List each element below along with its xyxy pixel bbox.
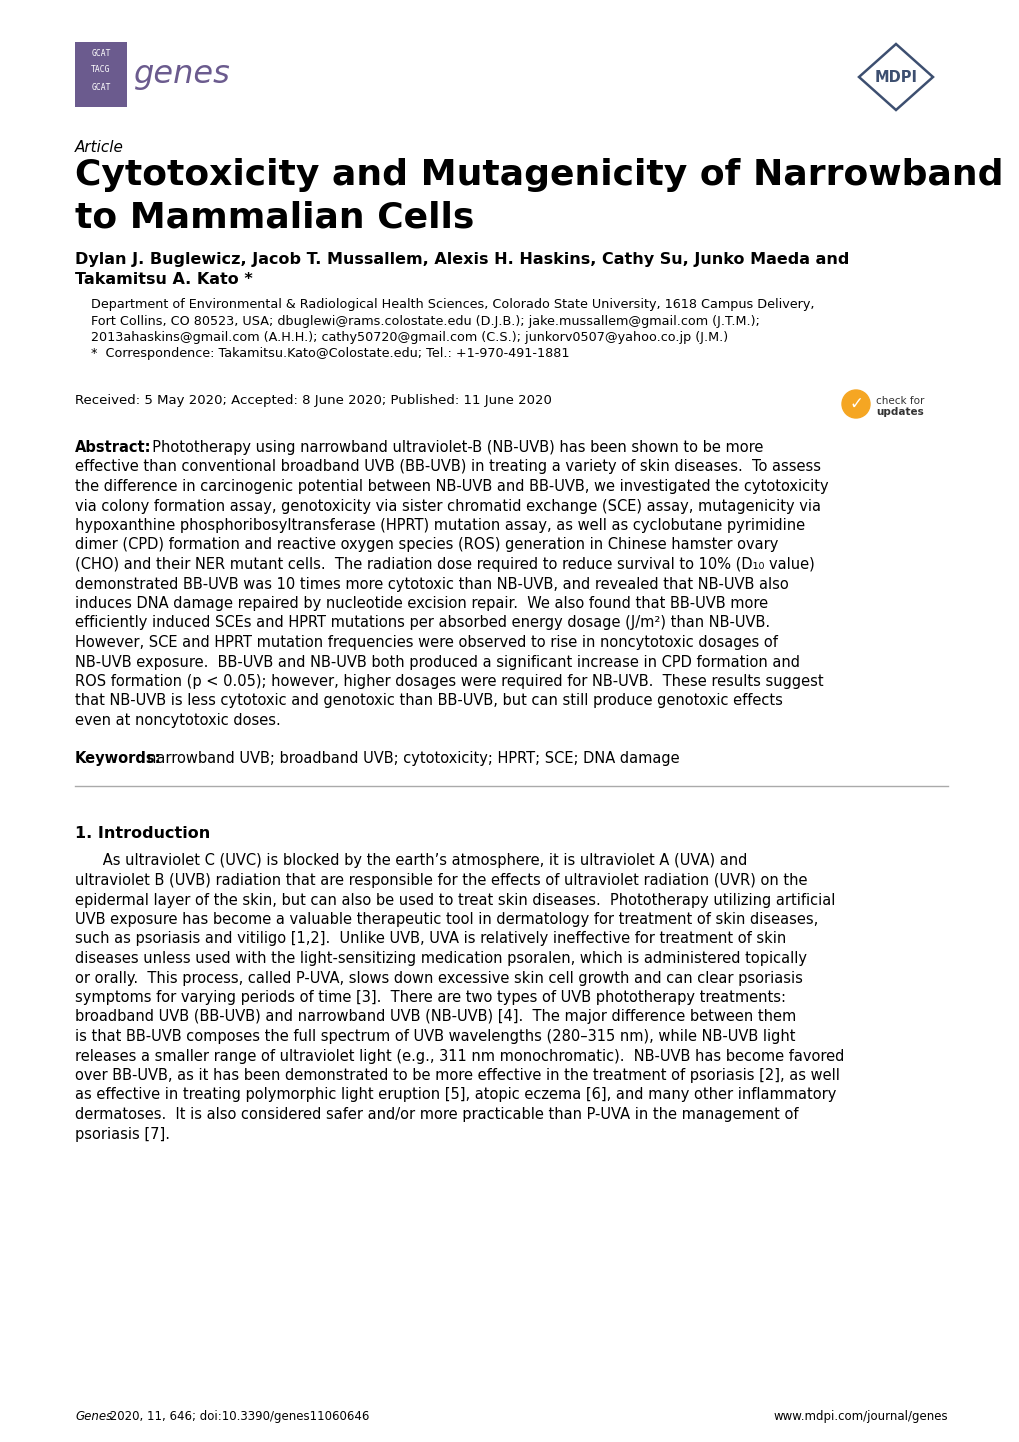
Text: www.mdpi.com/journal/genes: www.mdpi.com/journal/genes: [772, 1410, 947, 1423]
FancyBboxPatch shape: [75, 42, 127, 107]
Text: Takamitsu A. Kato *: Takamitsu A. Kato *: [75, 273, 253, 287]
Text: *  Correspondence: Takamitsu.Kato@Colostate.edu; Tel.: +1-970-491-1881: * Correspondence: Takamitsu.Kato@Colosta…: [91, 348, 569, 360]
Text: Article: Article: [75, 140, 123, 154]
Text: Abstract:: Abstract:: [75, 440, 152, 456]
Text: TACG: TACG: [91, 65, 111, 75]
Text: Department of Environmental & Radiological Health Sciences, Colorado State Unive: Department of Environmental & Radiologic…: [91, 298, 814, 311]
Text: psoriasis [7].: psoriasis [7].: [75, 1126, 170, 1142]
Text: As ultraviolet C (UVC) is blocked by the earth’s atmosphere, it is ultraviolet A: As ultraviolet C (UVC) is blocked by the…: [75, 854, 747, 868]
Text: However, SCE and HPRT mutation frequencies were observed to rise in noncytotoxic: However, SCE and HPRT mutation frequenci…: [75, 634, 777, 650]
Text: releases a smaller range of ultraviolet light (e.g., 311 nm monochromatic).  NB-: releases a smaller range of ultraviolet …: [75, 1048, 844, 1064]
Text: narrowband UVB; broadband UVB; cytotoxicity; HPRT; SCE; DNA damage: narrowband UVB; broadband UVB; cytotoxic…: [147, 750, 679, 766]
Text: GCAT: GCAT: [91, 49, 111, 58]
Text: demonstrated BB-UVB was 10 times more cytotoxic than NB-UVB, and revealed that N: demonstrated BB-UVB was 10 times more cy…: [75, 577, 788, 591]
Text: MDPI: MDPI: [873, 69, 917, 85]
Circle shape: [841, 389, 869, 418]
Text: broadband UVB (BB-UVB) and narrowband UVB (NB-UVB) [4].  The major difference be: broadband UVB (BB-UVB) and narrowband UV…: [75, 1009, 796, 1024]
Text: 2020, 11, 646; doi:10.3390/genes11060646: 2020, 11, 646; doi:10.3390/genes11060646: [106, 1410, 369, 1423]
Text: the difference in carcinogenic potential between NB-UVB and BB-UVB, we investiga: the difference in carcinogenic potential…: [75, 479, 827, 495]
Text: Genes: Genes: [75, 1410, 112, 1423]
Text: Received: 5 May 2020; Accepted: 8 June 2020; Published: 11 June 2020: Received: 5 May 2020; Accepted: 8 June 2…: [75, 394, 551, 407]
Text: via colony formation assay, genotoxicity via sister chromatid exchange (SCE) ass: via colony formation assay, genotoxicity…: [75, 499, 820, 513]
Text: diseases unless used with the light-sensitizing medication psoralen, which is ad: diseases unless used with the light-sens…: [75, 952, 806, 966]
Text: as effective in treating polymorphic light eruption [5], atopic eczema [6], and : as effective in treating polymorphic lig…: [75, 1087, 836, 1103]
Text: (CHO) and their NER mutant cells.  The radiation dose required to reduce surviva: (CHO) and their NER mutant cells. The ra…: [75, 557, 814, 572]
Text: NB-UVB exposure.  BB-UVB and NB-UVB both produced a significant increase in CPD : NB-UVB exposure. BB-UVB and NB-UVB both …: [75, 655, 799, 669]
Text: over BB-UVB, as it has been demonstrated to be more effective in the treatment o: over BB-UVB, as it has been demonstrated…: [75, 1069, 839, 1083]
Text: Cytotoxicity and Mutagenicity of Narrowband UVB: Cytotoxicity and Mutagenicity of Narrowb…: [75, 159, 1019, 192]
Text: GCAT: GCAT: [91, 82, 111, 91]
Text: induces DNA damage repaired by nucleotide excision repair.  We also found that B: induces DNA damage repaired by nucleotid…: [75, 596, 767, 611]
Text: hypoxanthine phosphoribosyltransferase (HPRT) mutation assay, as well as cyclobu: hypoxanthine phosphoribosyltransferase (…: [75, 518, 804, 534]
Text: that NB-UVB is less cytotoxic and genotoxic than BB-UVB, but can still produce g: that NB-UVB is less cytotoxic and genoto…: [75, 694, 783, 708]
Text: Keywords:: Keywords:: [75, 750, 161, 766]
Text: to Mammalian Cells: to Mammalian Cells: [75, 200, 474, 234]
Text: effective than conventional broadband UVB (BB-UVB) in treating a variety of skin: effective than conventional broadband UV…: [75, 460, 820, 474]
Text: dimer (CPD) formation and reactive oxygen species (ROS) generation in Chinese ha: dimer (CPD) formation and reactive oxyge…: [75, 538, 777, 552]
Text: Fort Collins, CO 80523, USA; dbuglewi@rams.colostate.edu (D.J.B.); jake.mussalle: Fort Collins, CO 80523, USA; dbuglewi@ra…: [91, 314, 759, 327]
Text: ROS formation (p < 0.05); however, higher dosages were required for NB-UVB.  The: ROS formation (p < 0.05); however, highe…: [75, 673, 822, 689]
Text: genes: genes: [133, 59, 230, 89]
Text: 2013ahaskins@gmail.com (A.H.H.); cathy50720@gmail.com (C.S.); junkorv0507@yahoo.: 2013ahaskins@gmail.com (A.H.H.); cathy50…: [91, 332, 728, 345]
Text: symptoms for varying periods of time [3].  There are two types of UVB photothera: symptoms for varying periods of time [3]…: [75, 991, 786, 1005]
Text: efficiently induced SCEs and HPRT mutations per absorbed energy dosage (J/m²) th: efficiently induced SCEs and HPRT mutati…: [75, 616, 769, 630]
Text: Dylan J. Buglewicz, Jacob T. Mussallem, Alexis H. Haskins, Cathy Su, Junko Maeda: Dylan J. Buglewicz, Jacob T. Mussallem, …: [75, 252, 849, 267]
Text: such as psoriasis and vitiligo [1,2].  Unlike UVB, UVA is relatively ineffective: such as psoriasis and vitiligo [1,2]. Un…: [75, 932, 786, 946]
Text: dermatoses.  It is also considered safer and/or more practicable than P-UVA in t: dermatoses. It is also considered safer …: [75, 1107, 798, 1122]
Text: Phototherapy using narrowband ultraviolet-B (NB-UVB) has been shown to be more: Phototherapy using narrowband ultraviole…: [143, 440, 762, 456]
Text: ✓: ✓: [848, 395, 862, 412]
Text: ultraviolet B (UVB) radiation that are responsible for the effects of ultraviole: ultraviolet B (UVB) radiation that are r…: [75, 872, 807, 888]
Text: check for: check for: [875, 397, 923, 407]
Text: is that BB-UVB composes the full spectrum of UVB wavelengths (280–315 nm), while: is that BB-UVB composes the full spectru…: [75, 1030, 795, 1044]
Text: or orally.  This process, called P-UVA, slows down excessive skin cell growth an: or orally. This process, called P-UVA, s…: [75, 970, 802, 985]
Text: epidermal layer of the skin, but can also be used to treat skin diseases.  Photo: epidermal layer of the skin, but can als…: [75, 893, 835, 907]
Text: UVB exposure has become a valuable therapeutic tool in dermatology for treatment: UVB exposure has become a valuable thera…: [75, 911, 817, 927]
Text: updates: updates: [875, 407, 923, 417]
Text: even at noncytotoxic doses.: even at noncytotoxic doses.: [75, 712, 280, 728]
Text: 1. Introduction: 1. Introduction: [75, 825, 210, 841]
